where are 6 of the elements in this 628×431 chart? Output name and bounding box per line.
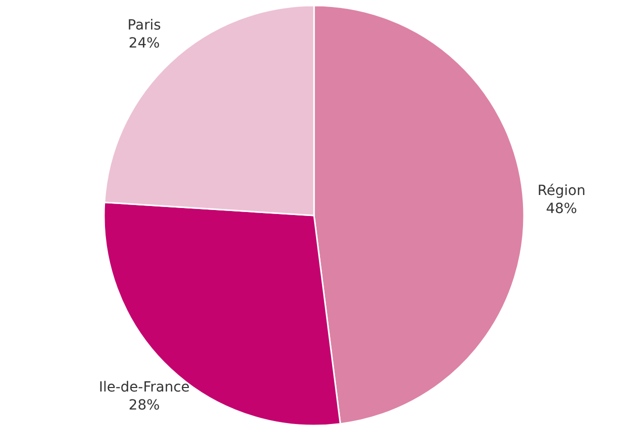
data-label: 48%: [546, 200, 578, 217]
data-label: 28%: [128, 397, 160, 414]
slice-label: Paris: [128, 18, 161, 34]
slice-label: Région: [538, 182, 586, 199]
slice-label: Ile-de-France: [98, 379, 190, 396]
data-label: 24%: [128, 36, 160, 52]
